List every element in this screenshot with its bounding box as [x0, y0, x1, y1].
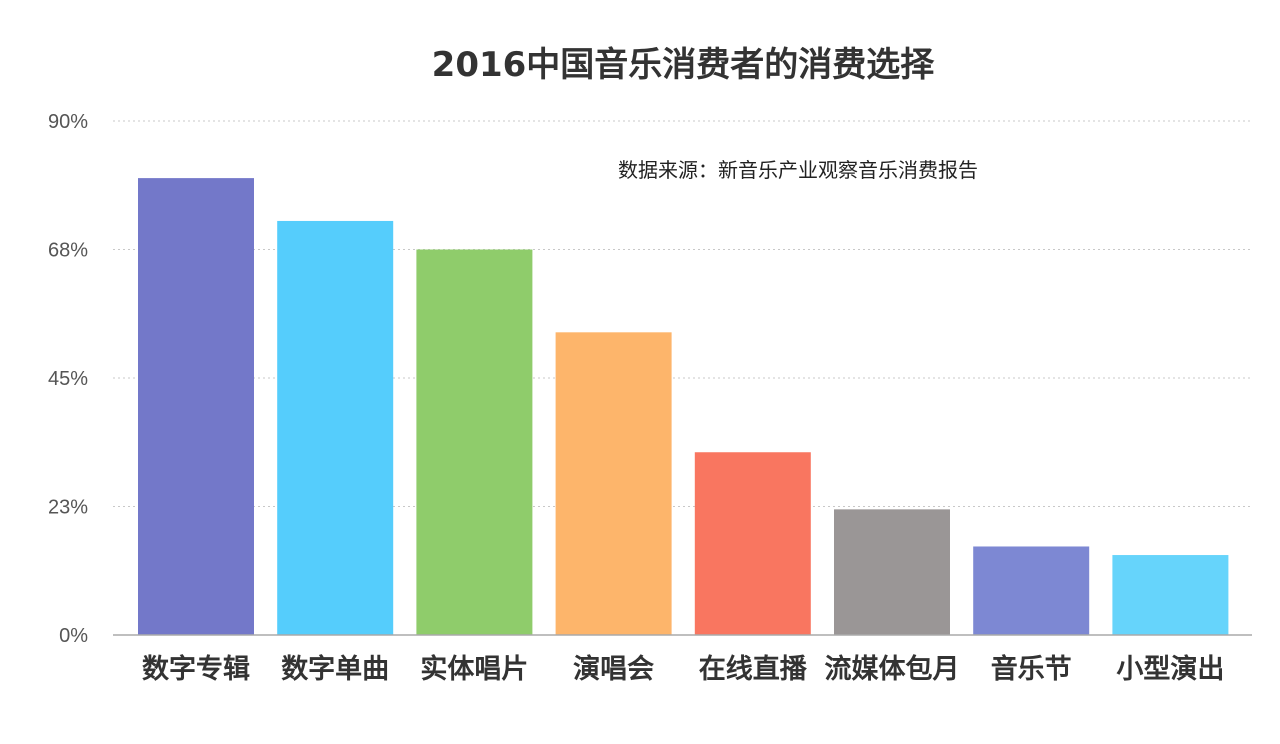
bar-1	[138, 178, 254, 635]
bar-8	[1112, 555, 1229, 635]
bar-2	[277, 220, 394, 635]
bar-6	[834, 509, 950, 635]
bars	[138, 178, 1229, 635]
x-axis-ticks: 数字专辑 数字单曲 实体唱片 演唱会 在线直播 流媒体包月 音乐节 小型演出	[142, 653, 1224, 685]
y-tick-label: 90%	[48, 111, 88, 133]
y-axis-ticks: 0% 23% 45% 68% 90%	[48, 111, 88, 647]
y-tick-label: 68%	[48, 240, 88, 262]
x-tick-label: 小型演出	[1116, 653, 1224, 685]
bar-4	[555, 332, 672, 635]
y-tick-label: 23%	[48, 497, 88, 519]
source-annotation: 数据来源：新音乐产业观察音乐消费报告	[618, 158, 978, 182]
x-tick-label: 演唱会	[573, 653, 654, 685]
x-tick-label: 在线直播	[699, 654, 808, 685]
bar-3	[416, 249, 533, 635]
bar-7	[973, 546, 1090, 635]
y-tick-label: 0%	[59, 625, 88, 647]
x-tick-label: 数字专辑	[142, 653, 250, 685]
y-tick-label: 45%	[48, 368, 88, 390]
x-tick-label: 实体唱片	[420, 653, 528, 685]
chart-title: 2016中国音乐消费者的消费选择	[432, 45, 936, 85]
bar-5	[694, 452, 811, 635]
x-tick-label: 流媒体包月	[825, 653, 960, 685]
x-tick-label: 数字单曲	[281, 653, 389, 685]
x-tick-label: 音乐节	[991, 653, 1072, 685]
